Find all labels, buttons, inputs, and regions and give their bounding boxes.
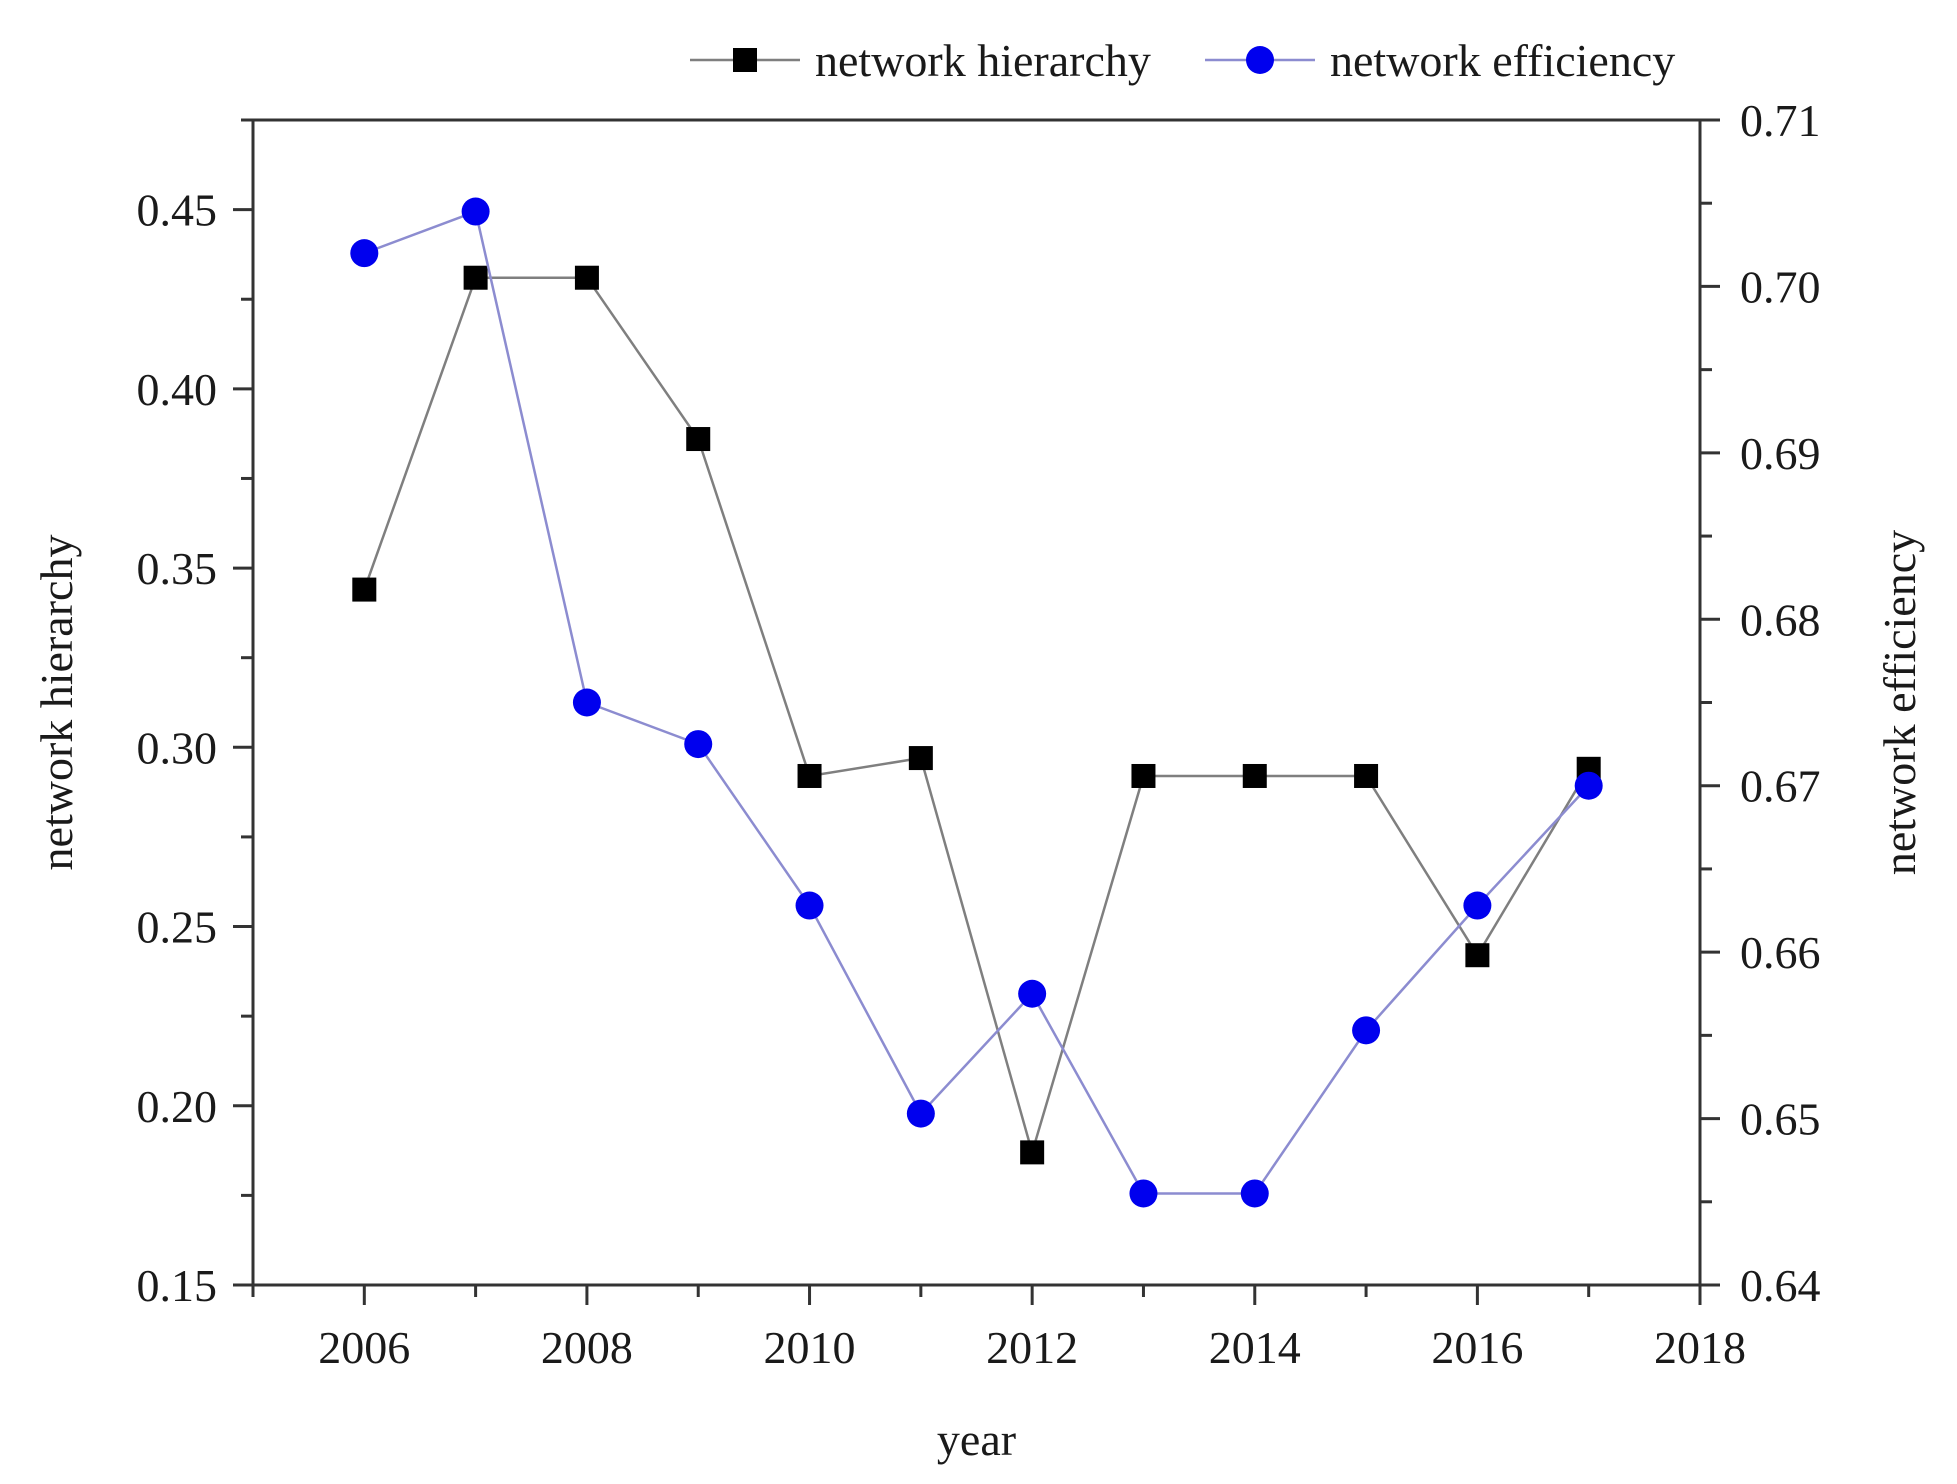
data-point-square	[352, 577, 377, 602]
data-point-circle	[795, 891, 824, 920]
x-tick-label: 2014	[1209, 1322, 1301, 1373]
right-y-axis-title: network efficiency	[1874, 530, 1925, 875]
axes: 2006 2008 2010 2012 2014 2016 2018 0.15 0.20 0.25…	[137, 95, 1821, 1373]
left-y-tick-label: 0.20	[137, 1081, 218, 1132]
data-point-square	[1465, 943, 1490, 968]
data-point-circle	[684, 730, 713, 759]
x-tick-label: 2010	[764, 1322, 856, 1373]
right-y-tick-label: 0.65	[1740, 1094, 1821, 1145]
legend-marker-circle	[1246, 46, 1274, 74]
data-point-square	[1020, 1140, 1045, 1165]
left-y-tick-label: 0.35	[137, 543, 218, 594]
left-y-axis-title: network hierarchy	[31, 535, 82, 871]
legend-label: network efficiency	[1330, 35, 1675, 86]
data-point-square	[1242, 763, 1267, 788]
legend: network hierarchy network efficiency	[690, 35, 1675, 86]
data-point-circle	[1240, 1179, 1269, 1208]
data-point-circle	[1129, 1179, 1158, 1208]
data-point-circle	[572, 688, 601, 717]
left-y-tick-label: 0.15	[137, 1260, 218, 1311]
data-point-square	[1354, 763, 1379, 788]
data-point-circle	[1352, 1016, 1381, 1045]
legend-label: network hierarchy	[815, 35, 1151, 86]
right-y-tick-label: 0.67	[1740, 761, 1821, 812]
data-point-circle	[350, 239, 379, 268]
data-point-circle	[461, 197, 490, 226]
left-y-tick-label: 0.25	[137, 902, 218, 953]
x-tick-label: 2016	[1431, 1322, 1523, 1373]
data-point-square	[463, 265, 488, 290]
data-point-circle	[1018, 979, 1047, 1008]
legend-marker-square	[733, 48, 757, 72]
x-axis-title: year	[937, 1414, 1016, 1465]
x-tick-label: 2018	[1654, 1322, 1746, 1373]
series-layer	[350, 197, 1603, 1208]
data-point-square	[686, 427, 711, 452]
data-point-circle	[1463, 891, 1492, 920]
data-point-circle	[1574, 771, 1603, 800]
x-tick-label: 2012	[986, 1322, 1078, 1373]
data-point-square	[908, 746, 933, 771]
right-y-tick-label: 0.71	[1740, 95, 1821, 146]
left-y-tick-label: 0.30	[137, 722, 218, 773]
right-y-tick-label: 0.68	[1740, 594, 1821, 645]
left-y-tick-label: 0.40	[137, 364, 218, 415]
right-y-tick-label: 0.64	[1740, 1260, 1821, 1311]
right-y-tick-label: 0.66	[1740, 927, 1821, 978]
data-point-circle	[906, 1099, 935, 1128]
x-tick-label: 2008	[541, 1322, 633, 1373]
series-line-2	[363, 209, 1590, 1195]
series-line-1	[363, 276, 1590, 1157]
left-y-tick-label: 0.45	[137, 185, 218, 236]
data-point-square	[1131, 763, 1156, 788]
x-tick-label: 2006	[318, 1322, 410, 1373]
data-point-square	[574, 265, 599, 290]
right-y-tick-label: 0.69	[1740, 428, 1821, 479]
data-point-square	[797, 763, 822, 788]
right-y-tick-label: 0.70	[1740, 261, 1821, 312]
